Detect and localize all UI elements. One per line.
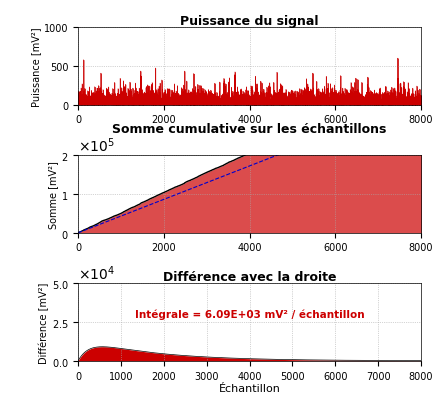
Y-axis label: Somme [mV²]: Somme [mV²] [48, 161, 58, 228]
Title: Puissance du signal: Puissance du signal [180, 15, 319, 28]
Text: Intégrale = 6.09E+03 mV² / échantillon: Intégrale = 6.09E+03 mV² / échantillon [135, 309, 365, 320]
Y-axis label: Puissance [mV²]: Puissance [mV²] [31, 27, 41, 107]
Y-axis label: Différence [mV²]: Différence [mV²] [39, 282, 49, 363]
X-axis label: Échantillon: Échantillon [219, 383, 280, 393]
Title: Différence avec la droite: Différence avec la droite [163, 271, 336, 284]
Title: Somme cumulative sur les échantillons: Somme cumulative sur les échantillons [112, 123, 387, 136]
